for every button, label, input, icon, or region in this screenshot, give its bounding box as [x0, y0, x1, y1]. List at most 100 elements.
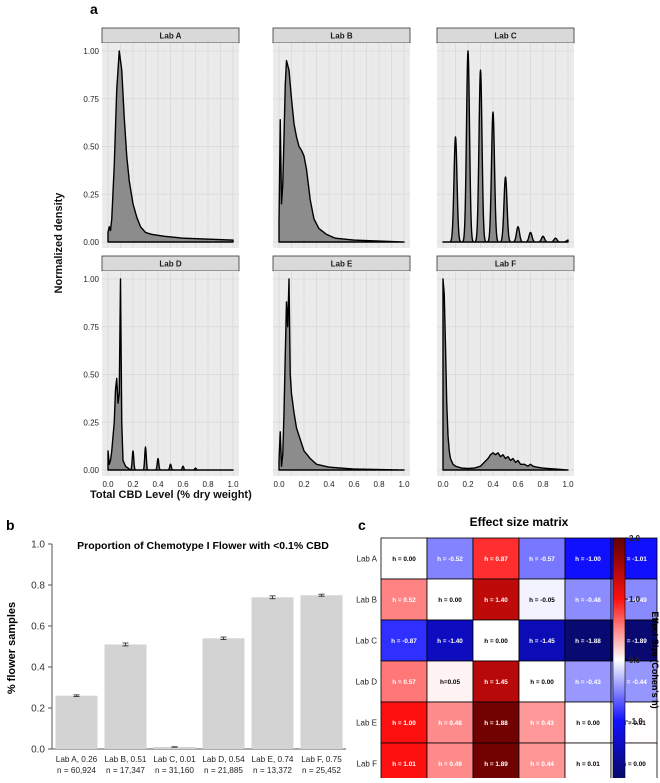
x-sample-size-label: n = 31,160	[155, 766, 194, 775]
y-tick-label: 0.25	[83, 418, 99, 427]
y-tick-label: 0.75	[83, 95, 99, 104]
heatmap-cell-label: h=0.05	[440, 679, 461, 686]
x-category-label: Lab B, 0.51	[105, 755, 147, 764]
heatmap-cell-label: h = -0.49	[621, 597, 647, 604]
heatmap-cell-label: h = 0.00	[392, 556, 416, 563]
x-category-label: Lab F, 0.75	[301, 755, 342, 764]
bar	[300, 595, 343, 749]
x-tick-label: 0.0	[102, 480, 114, 489]
density-curve	[107, 278, 234, 471]
x-tick-label: 1.0	[398, 480, 410, 489]
x-tick-label: 0.6	[348, 480, 360, 489]
density-facet-chart: Lab A 0.00 0.25 0.50 0.75 1.00 Lab B Lab C Lab D…	[53, 27, 575, 501]
x-tick-label: 0.8	[202, 480, 214, 489]
heatmap-cell	[426, 578, 474, 621]
heatmap-cell-label: h = 1.01	[392, 761, 416, 768]
heatmap-cell-label: h = 0.00	[530, 679, 554, 686]
heatmap-cell	[564, 578, 612, 621]
density-curve	[442, 278, 569, 471]
heatmap-cell-label: h = 0.87	[484, 556, 508, 563]
density-curve	[442, 50, 569, 243]
heatmap-cell	[518, 660, 566, 703]
heatmap-cell-label: h = -1.88	[575, 638, 601, 645]
density-curve	[278, 278, 405, 471]
row-label: Lab E	[356, 719, 377, 728]
heatmap-cell	[472, 619, 520, 662]
y-axis-title: % flower samples	[6, 602, 18, 694]
effect-size-heatmap: Effect size matrix h = 0.00 h = -0.52 h = 0…	[356, 515, 660, 783]
facet-strip-label: Lab D	[159, 260, 181, 269]
proportion-bar-chart: Proportion of Chemotype I Flower with <0…	[6, 540, 346, 775]
heatmap-cell-label: h = 1.88	[484, 720, 508, 727]
heatmap-cell	[518, 578, 566, 621]
y-tick-label: 1.0	[31, 540, 45, 551]
x-sample-size-label: n = 13,372	[253, 766, 292, 775]
y-tick-label: 0.4	[31, 663, 45, 674]
y-tick-label: 0.75	[83, 323, 99, 332]
colorbar	[612, 537, 626, 783]
y-tick-label: 0.00	[83, 238, 99, 247]
heatmap-cell	[380, 742, 428, 783]
heatmap-cell-label: h = -0.57	[529, 556, 555, 563]
heatmap-cell-label: h = 0.00	[438, 597, 462, 604]
row-label: Lab A	[357, 555, 378, 564]
x-tick-label: 0.8	[537, 480, 549, 489]
y-tick-label: 0.8	[31, 581, 45, 592]
heatmap-cell-label: h = -1.00	[575, 556, 601, 563]
y-tick-label: 0.00	[83, 466, 99, 475]
heatmap-cell	[380, 537, 428, 580]
colorbar-tick-label: 0.0	[629, 656, 641, 665]
density-curve	[107, 50, 234, 243]
heatmap-cell-label: h = -0.52	[437, 556, 463, 563]
panel-label-c: c	[358, 517, 366, 533]
heatmap-cell-label: h = -1.01	[621, 556, 647, 563]
heatmap-cell	[380, 660, 428, 703]
heatmap-cell-label: h = -1.89	[621, 638, 647, 645]
chart-title: Proportion of Chemotype I Flower with <0…	[77, 540, 329, 552]
heatmap-cell-label: h = 0.01	[576, 761, 600, 768]
heatmap-cell-label: h = 0.00	[576, 720, 600, 727]
x-category-label: Lab A, 0.26	[56, 755, 98, 764]
heatmap-cell-label: h = -0.48	[575, 597, 601, 604]
heatmap-cell-label: h = -0.05	[529, 597, 555, 604]
facet-strip-label: Lab F	[495, 260, 516, 269]
x-category-label: Lab C, 0.01	[153, 755, 196, 764]
heatmap-cell	[426, 619, 474, 662]
facet-strip-label: Lab E	[331, 260, 353, 269]
density-curve	[278, 59, 405, 243]
heatmap-cell	[564, 742, 612, 783]
heatmap-cell-label: h = -0.43	[575, 679, 601, 686]
y-tick-label: 0.6	[31, 622, 45, 633]
x-tick-label: 0.4	[487, 480, 499, 489]
colorbar-title: Effect Size (Cohen's h)	[650, 611, 660, 708]
row-label: Lab D	[356, 678, 378, 687]
y-tick-label: 0.2	[31, 704, 45, 715]
x-tick-label: 1.0	[562, 480, 574, 489]
heatmap-cell-label: h = 1.89	[484, 761, 508, 768]
heatmap-cell	[564, 660, 612, 703]
y-tick-label: 0.0	[31, 745, 45, 756]
panel-label-a: a	[90, 1, 98, 17]
heatmap-cell-label: h = 1.00	[392, 720, 416, 727]
x-tick-label: 0.4	[152, 480, 164, 489]
heatmap-cell	[426, 742, 474, 783]
heatmap-cell-label: h = 1.40	[484, 597, 508, 604]
x-category-label: Lab E, 0.74	[252, 755, 294, 764]
x-category-label: Lab D, 0.54	[202, 755, 245, 764]
heatmap-cell-label: h = 0.48	[438, 720, 462, 727]
y-tick-label: 0.50	[83, 371, 99, 380]
facet-strip-label: Lab B	[330, 32, 352, 41]
heatmap-cell-label: h = 0.00	[484, 638, 508, 645]
heatmap-cell-label: h = 0.00	[622, 761, 646, 768]
x-axis-title: Total CBD Level (% dry weight)	[90, 489, 252, 501]
x-tick-label: 0.2	[298, 480, 310, 489]
x-sample-size-label: n = 21,885	[204, 766, 243, 775]
facet-strip-label: Lab A	[160, 32, 182, 41]
heatmap-cell-label: h = 0.57	[392, 679, 416, 686]
row-label: Lab C	[356, 637, 378, 646]
x-sample-size-label: n = 60,924	[57, 766, 96, 775]
panel-label-b: b	[6, 517, 15, 533]
x-tick-label: 0.2	[127, 480, 139, 489]
heatmap-cell-label: h = -0.87	[391, 638, 417, 645]
x-tick-label: 0.6	[177, 480, 189, 489]
